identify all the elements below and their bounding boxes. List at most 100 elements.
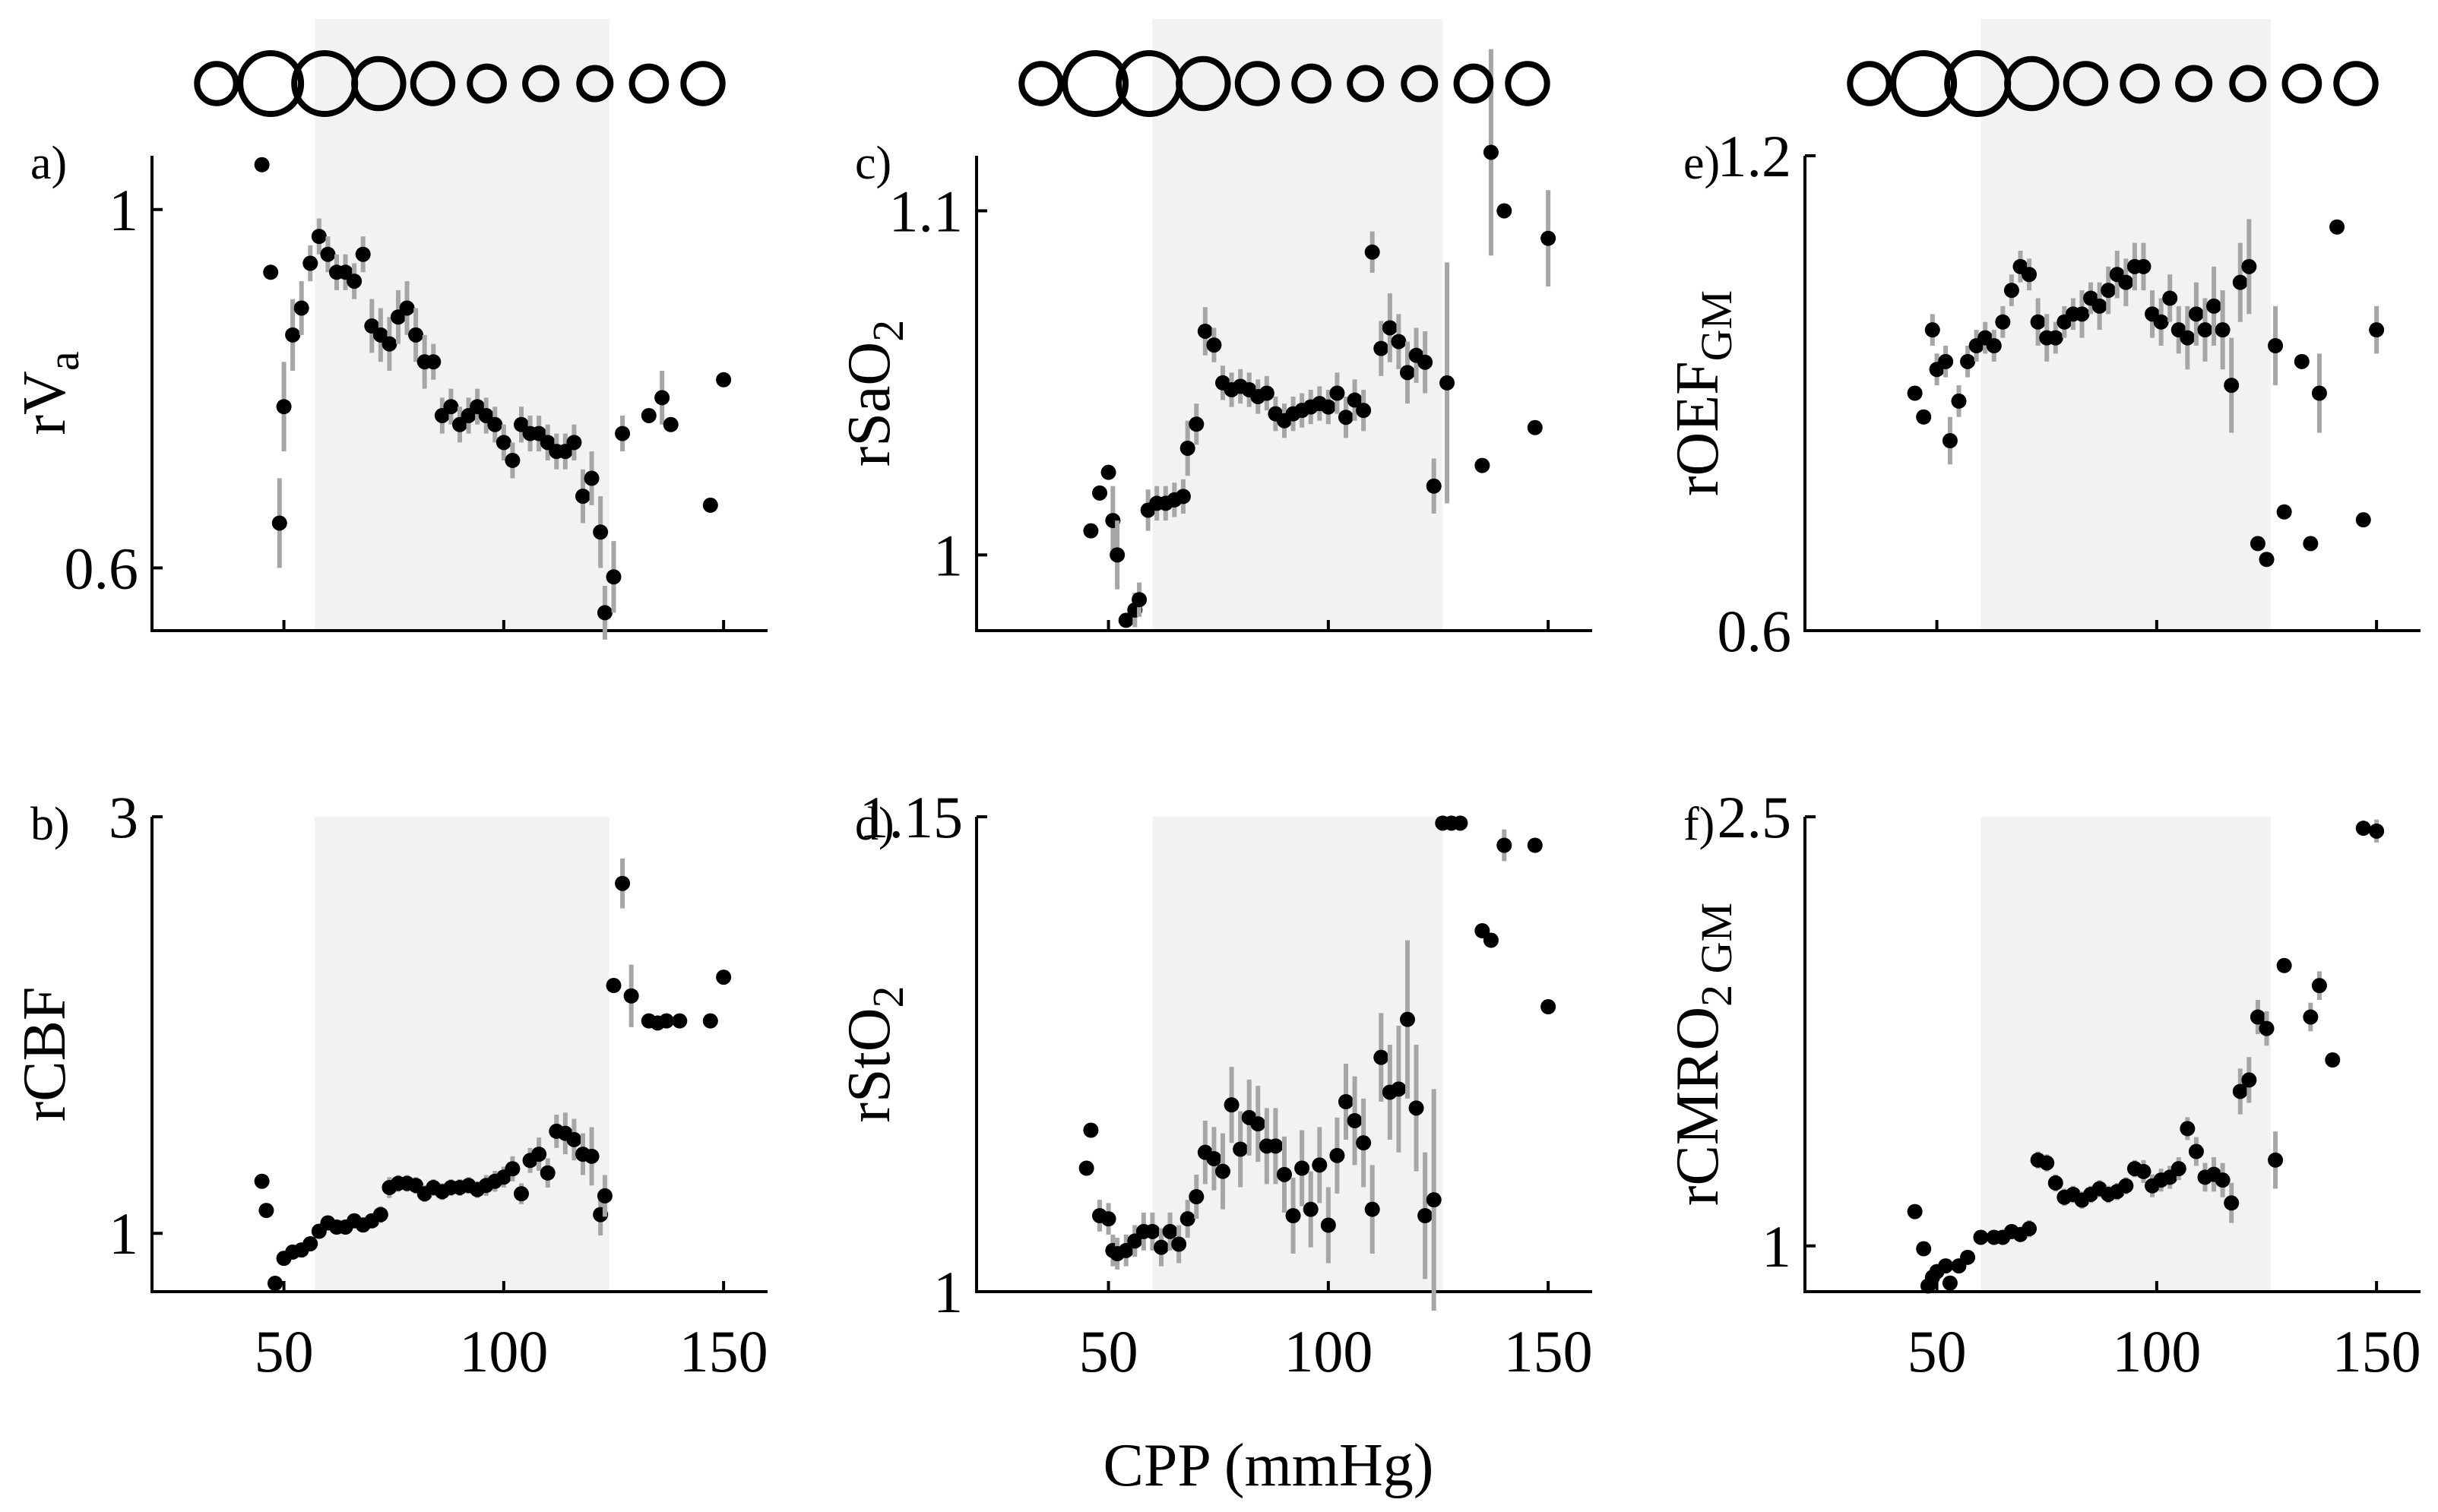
data-point [1101,1211,1116,1226]
data-point [1198,324,1213,339]
bin-size-marker [2285,67,2319,101]
data-point [443,399,458,414]
data-point [2048,1175,2063,1191]
data-point [2031,315,2046,330]
data-point [1286,1208,1301,1223]
data-point [2303,1010,2318,1025]
data-point [2154,315,2169,330]
data-point [1132,592,1147,607]
panel-label: b) [30,799,70,850]
data-point [2215,322,2231,337]
data-point [1189,416,1204,432]
data-point [2048,331,2063,346]
data-point [1496,203,1512,218]
data-point [1079,1161,1094,1176]
data-point [531,1147,546,1162]
y-axis-label: rSaO2 [836,320,913,467]
data-point [575,489,591,504]
data-point [1426,1192,1442,1207]
data-point [1329,1148,1344,1163]
data-point [1528,838,1543,853]
data-point [514,1186,529,1201]
data-point [2369,824,2384,839]
x-tick-label: 150 [679,1318,768,1384]
data-point [2189,1144,2204,1159]
data-point [2294,354,2310,369]
data-point [426,354,441,369]
data-point [663,417,679,432]
data-point [2022,267,2037,282]
y-tick-label: 1 [933,1259,963,1325]
data-point [1417,1208,1433,1223]
panel-label: e) [1683,138,1720,189]
data-point [2277,505,2292,520]
bin-size-marker [683,64,722,103]
data-point [2118,275,2133,290]
data-point [1268,1138,1283,1153]
data-point [624,988,639,1004]
data-point [1474,458,1490,473]
data-point [1942,433,1958,448]
data-point [2075,306,2090,321]
panel-d: 50 100 15011.15d)rStO2 [836,784,1593,1384]
data-point [584,471,600,486]
data-point [302,1236,318,1251]
data-point [1321,1218,1336,1233]
data-point [2215,1172,2231,1188]
data-point [1995,315,2010,330]
y-tick-label: 1 [1762,1213,1791,1280]
data-point [2022,1221,2037,1236]
data-point [2039,1156,2054,1171]
y-tick-label: 3 [109,784,138,850]
data-point [1439,375,1455,391]
data-point [597,605,613,620]
data-point [1916,410,1931,425]
data-point [1987,338,2002,353]
data-point [2303,536,2318,551]
data-point [654,390,670,405]
data-point [2259,1021,2275,1036]
data-point [1540,231,1556,246]
data-point [1925,322,1940,337]
data-point [1938,1258,1953,1273]
data-point [2224,1195,2239,1210]
data-point [1973,1229,1988,1245]
data-point [2241,1072,2256,1087]
data-point [1483,933,1499,948]
data-point [2136,1164,2151,1179]
data-point [2180,1121,2195,1136]
shaded-region [315,19,610,631]
data-point [2329,220,2345,235]
data-point [1908,386,1923,401]
data-point [1189,1189,1204,1204]
x-axis-label: CPP (mmHg) [1103,1432,1434,1499]
data-point [1110,547,1125,562]
y-tick-label: 1 [933,522,963,588]
data-point [294,300,309,315]
data-point [2198,322,2213,337]
data-point [263,264,278,280]
data-point [1391,1081,1406,1096]
data-point [347,274,362,289]
data-point [285,327,300,343]
data-point [1277,1167,1292,1182]
y-tick-label: 1.1 [889,178,964,244]
data-point [2268,1153,2283,1168]
data-point [2356,512,2371,527]
data-point [2101,283,2116,298]
data-point [2206,299,2221,314]
panel-label: c) [855,138,891,189]
data-point [1329,386,1344,401]
data-point [1303,1202,1319,1217]
x-tick-label: 50 [255,1318,314,1384]
data-point [1426,479,1442,494]
x-tick-label: 100 [2112,1318,2201,1384]
data-point [1083,524,1098,539]
data-point [400,300,415,315]
data-point [1215,1164,1230,1179]
data-point [1373,1050,1388,1065]
y-tick-label: 0.6 [65,535,139,601]
data-point [356,247,371,262]
data-point [382,337,397,352]
data-point [496,435,511,450]
